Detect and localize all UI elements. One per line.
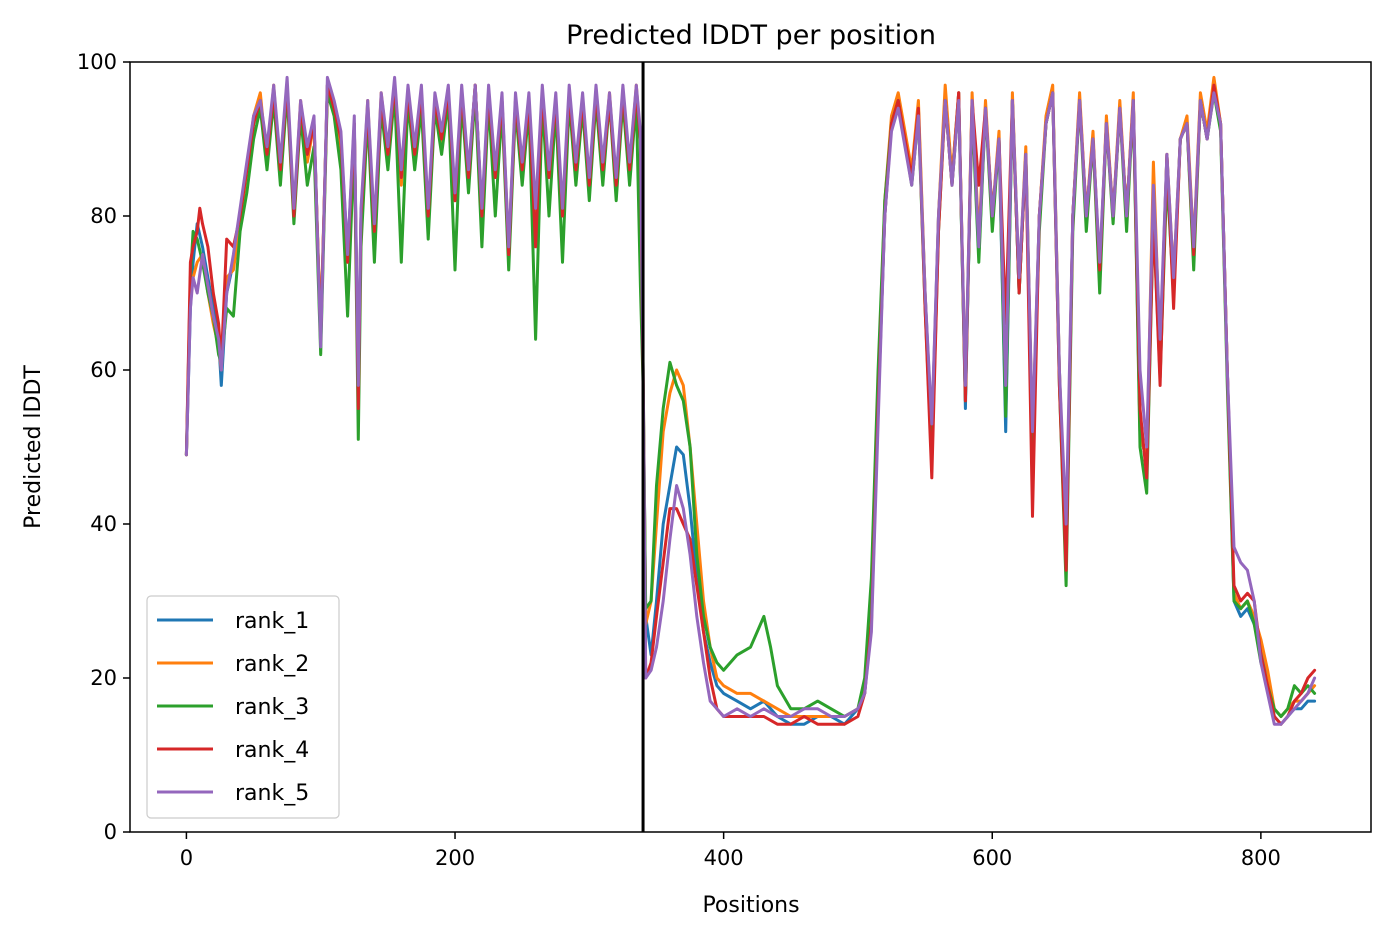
- legend-label: rank_3: [235, 695, 309, 720]
- y-axis-ticks: 0 20 40 60 80 100: [77, 50, 130, 844]
- legend-entries: rank_1 rank_2 rank_3 rank_4 rank_5: [157, 609, 309, 806]
- legend-label: rank_1: [235, 609, 309, 634]
- x-tick-label: 600: [972, 846, 1012, 870]
- y-tick-label: 40: [90, 512, 117, 536]
- x-tick-label: 800: [1241, 846, 1281, 870]
- x-tick-label: 0: [180, 846, 193, 870]
- legend-label: rank_4: [235, 738, 309, 763]
- series-layer: [184, 75, 1317, 726]
- x-axis-ticks: 0 200 400 600 800: [180, 832, 1281, 870]
- legend-label: rank_5: [235, 781, 309, 806]
- y-tick-label: 20: [90, 666, 117, 690]
- legend-frame: [146, 595, 340, 819]
- y-tick-label: 60: [90, 358, 117, 382]
- legend-label: rank_2: [235, 652, 309, 677]
- y-tick-label: 80: [90, 204, 117, 228]
- plot-frame: [129, 61, 1372, 833]
- legend: rank_1 rank_2 rank_3 rank_4 rank_5: [146, 595, 340, 819]
- y-axis-title: Predicted lDDT: [21, 365, 46, 529]
- y-tick-label: 100: [77, 50, 117, 74]
- x-tick-label: 400: [704, 846, 744, 870]
- chart-title: Predicted lDDT per position: [566, 20, 936, 51]
- x-axis-title: Positions: [702, 893, 799, 918]
- x-tick-label: 200: [435, 846, 475, 870]
- series-line-rank-5: [184, 75, 1317, 726]
- y-tick-label: 0: [104, 820, 117, 844]
